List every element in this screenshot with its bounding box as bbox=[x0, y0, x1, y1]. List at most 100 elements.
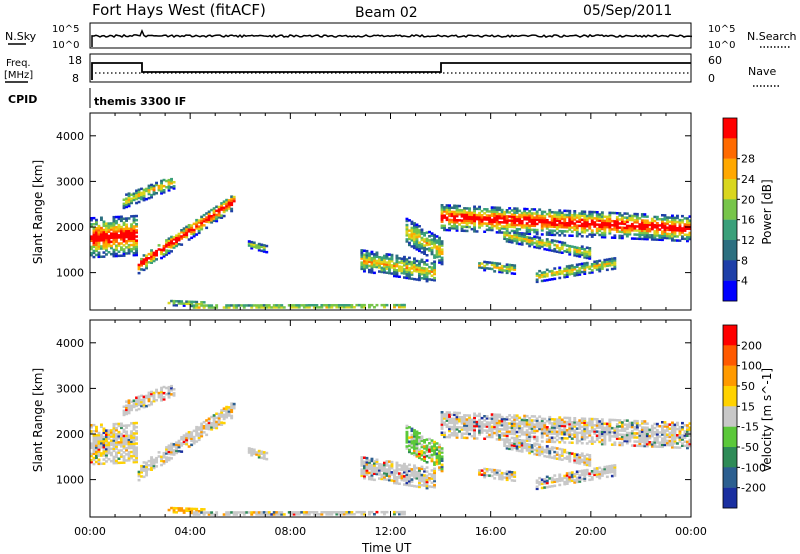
velocity-cell bbox=[618, 433, 622, 436]
power-cell bbox=[413, 259, 416, 262]
velocity-cell bbox=[115, 439, 118, 442]
power-cell bbox=[433, 272, 436, 276]
power-cell bbox=[368, 306, 371, 309]
power-cell bbox=[460, 225, 464, 228]
power-cell bbox=[363, 261, 366, 265]
power-cell bbox=[668, 216, 672, 219]
power-cell bbox=[525, 238, 529, 241]
power-cell bbox=[640, 213, 644, 216]
velocity-cell bbox=[575, 437, 579, 441]
power-cell bbox=[160, 183, 163, 187]
velocity-cell bbox=[167, 458, 171, 462]
power-cell bbox=[525, 240, 529, 243]
power-cell bbox=[478, 211, 481, 215]
power-cell bbox=[510, 223, 514, 227]
power-cell bbox=[528, 212, 532, 215]
velocity-cell bbox=[535, 479, 539, 482]
velocity-cell bbox=[430, 469, 434, 472]
velocity-cell bbox=[395, 482, 399, 485]
power-cell bbox=[493, 208, 497, 211]
power-cell bbox=[450, 206, 454, 209]
velocity-cell bbox=[440, 427, 444, 430]
power-cell bbox=[538, 240, 542, 244]
velocity-cell bbox=[520, 448, 524, 451]
power-cell bbox=[495, 266, 499, 269]
power-cell bbox=[540, 227, 544, 230]
power-cell bbox=[352, 306, 356, 309]
power-cell bbox=[513, 215, 517, 218]
power-cell bbox=[550, 249, 554, 252]
velocity-cell bbox=[483, 475, 487, 479]
power-cell bbox=[628, 226, 632, 230]
power-cell bbox=[418, 266, 421, 269]
velocity-cell bbox=[100, 439, 103, 443]
velocity-cell bbox=[90, 454, 93, 458]
power-cell bbox=[282, 306, 286, 309]
velocity-cell bbox=[92, 456, 96, 460]
power-cell bbox=[673, 226, 677, 230]
velocity-cell bbox=[593, 440, 597, 443]
power-cell bbox=[420, 266, 424, 270]
velocity-cell bbox=[671, 431, 674, 435]
velocity-cell bbox=[480, 423, 484, 426]
power-cell bbox=[110, 240, 113, 244]
power-cell bbox=[555, 217, 559, 220]
velocity-cell bbox=[558, 473, 562, 476]
power-cell bbox=[575, 230, 579, 234]
velocity-cell bbox=[608, 428, 612, 432]
power-cell bbox=[110, 222, 113, 225]
velocity-cell bbox=[410, 437, 414, 441]
power-cell bbox=[95, 243, 98, 246]
power-cell bbox=[428, 278, 431, 281]
power-cell bbox=[666, 228, 669, 232]
power-cell bbox=[250, 240, 254, 244]
velocity-cell bbox=[676, 436, 679, 439]
power-cell bbox=[175, 236, 178, 239]
velocity-cell bbox=[628, 440, 632, 443]
velocity-cell bbox=[620, 443, 624, 447]
velocity-cell bbox=[490, 415, 494, 418]
power-cell bbox=[655, 238, 659, 241]
velocity-cell bbox=[510, 416, 514, 419]
power-cell bbox=[628, 216, 632, 220]
power-cell bbox=[132, 245, 136, 249]
power-cell bbox=[598, 263, 602, 267]
velocity-cell bbox=[370, 474, 374, 477]
power-cell bbox=[408, 241, 411, 245]
velocity-cell bbox=[95, 450, 98, 453]
power-cell bbox=[570, 245, 574, 248]
power-cell bbox=[132, 214, 136, 218]
velocity-cell bbox=[385, 468, 389, 471]
power-cell bbox=[90, 217, 93, 220]
velocity-cell bbox=[170, 453, 173, 456]
power-cell bbox=[418, 270, 421, 273]
velocity-cell bbox=[418, 450, 421, 453]
velocity-cell bbox=[613, 443, 617, 446]
velocity-cell bbox=[393, 473, 396, 476]
power-cell bbox=[643, 237, 647, 241]
velocity-cell bbox=[535, 485, 539, 488]
velocity-cell bbox=[513, 438, 517, 441]
power-cell bbox=[600, 265, 604, 268]
velocity-cell bbox=[262, 457, 266, 460]
power-cell bbox=[95, 233, 98, 236]
power-cell bbox=[545, 274, 549, 278]
power-cell bbox=[90, 223, 93, 226]
velocity-cell bbox=[483, 425, 487, 428]
velocity-cell bbox=[668, 431, 672, 435]
velocity-cell bbox=[408, 426, 411, 429]
power-cell bbox=[142, 268, 146, 272]
power-cell bbox=[508, 240, 512, 244]
power-cell bbox=[370, 265, 374, 268]
velocity-cell bbox=[152, 464, 156, 468]
power-cell bbox=[360, 253, 364, 256]
velocity-cell bbox=[563, 422, 567, 426]
velocity-cell bbox=[225, 513, 229, 516]
velocity-cell bbox=[638, 432, 642, 435]
velocity-cell bbox=[413, 447, 416, 450]
power-cell bbox=[132, 231, 136, 234]
power-cell bbox=[385, 265, 389, 268]
velocity-cell bbox=[448, 433, 451, 437]
velocity-cell bbox=[535, 429, 539, 433]
velocity-cell bbox=[538, 415, 542, 418]
